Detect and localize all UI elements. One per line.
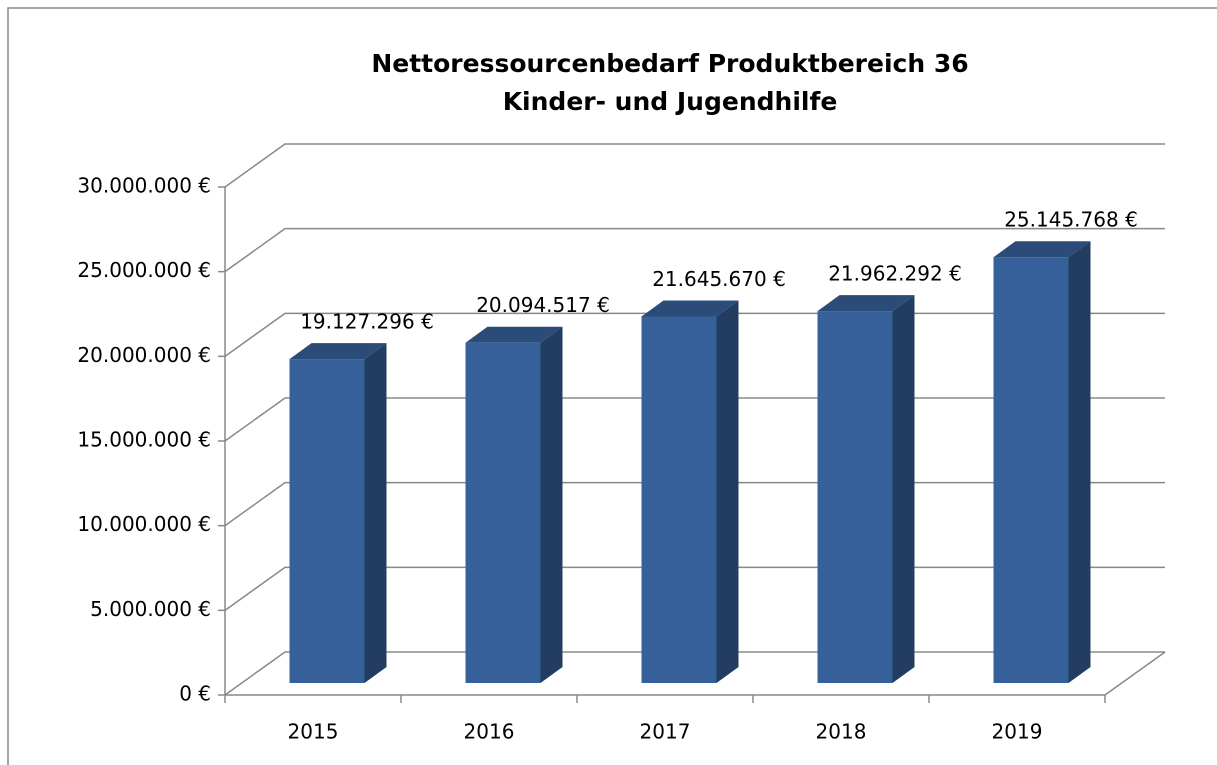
x-tick-label: 2019 <box>992 720 1043 744</box>
bar <box>993 257 1069 683</box>
bar <box>289 359 365 683</box>
y-tick-label: 30.000.000 € <box>77 174 211 198</box>
bar-side <box>364 343 387 683</box>
chart-frame <box>7 7 1217 765</box>
x-tick-label: 2018 <box>816 720 867 744</box>
y-tick-label: 0 € <box>179 682 211 706</box>
y-tick-label: 10.000.000 € <box>77 512 211 536</box>
chart-subtitle: Kinder- und Jugendhilfe <box>503 87 838 116</box>
bar-top <box>289 343 387 360</box>
x-tick-label: 2016 <box>464 720 515 744</box>
bar-top <box>993 241 1091 258</box>
bar-side <box>540 326 563 683</box>
chart-title: Nettoressourcenbedarf Produktbereich 36 <box>371 49 968 78</box>
bar-top <box>817 295 915 312</box>
value-label: 20.094.517 € <box>476 293 610 317</box>
x-tick-label: 2015 <box>288 720 339 744</box>
y-tick-label: 15.000.000 € <box>77 428 211 452</box>
y-tick-label: 5.000.000 € <box>90 597 211 621</box>
value-label: 21.962.292 € <box>828 262 962 286</box>
bar-side <box>716 300 739 683</box>
x-tick-label: 2017 <box>640 720 691 744</box>
bar <box>817 311 893 683</box>
value-label: 21.645.670 € <box>652 267 786 291</box>
bar <box>641 316 717 683</box>
bar-side <box>1068 241 1091 683</box>
bar-top <box>641 300 739 317</box>
floor-edge <box>1104 651 1166 696</box>
y-tick-label: 25.000.000 € <box>77 258 211 282</box>
y-tick-label: 20.000.000 € <box>77 343 211 367</box>
bar-side <box>892 295 915 683</box>
bar <box>465 342 541 683</box>
grid-line <box>224 143 1165 188</box>
bar-top <box>465 326 563 343</box>
value-label: 25.145.768 € <box>1004 208 1138 232</box>
grid-line <box>224 227 1165 273</box>
value-label: 19.127.296 € <box>300 310 434 334</box>
